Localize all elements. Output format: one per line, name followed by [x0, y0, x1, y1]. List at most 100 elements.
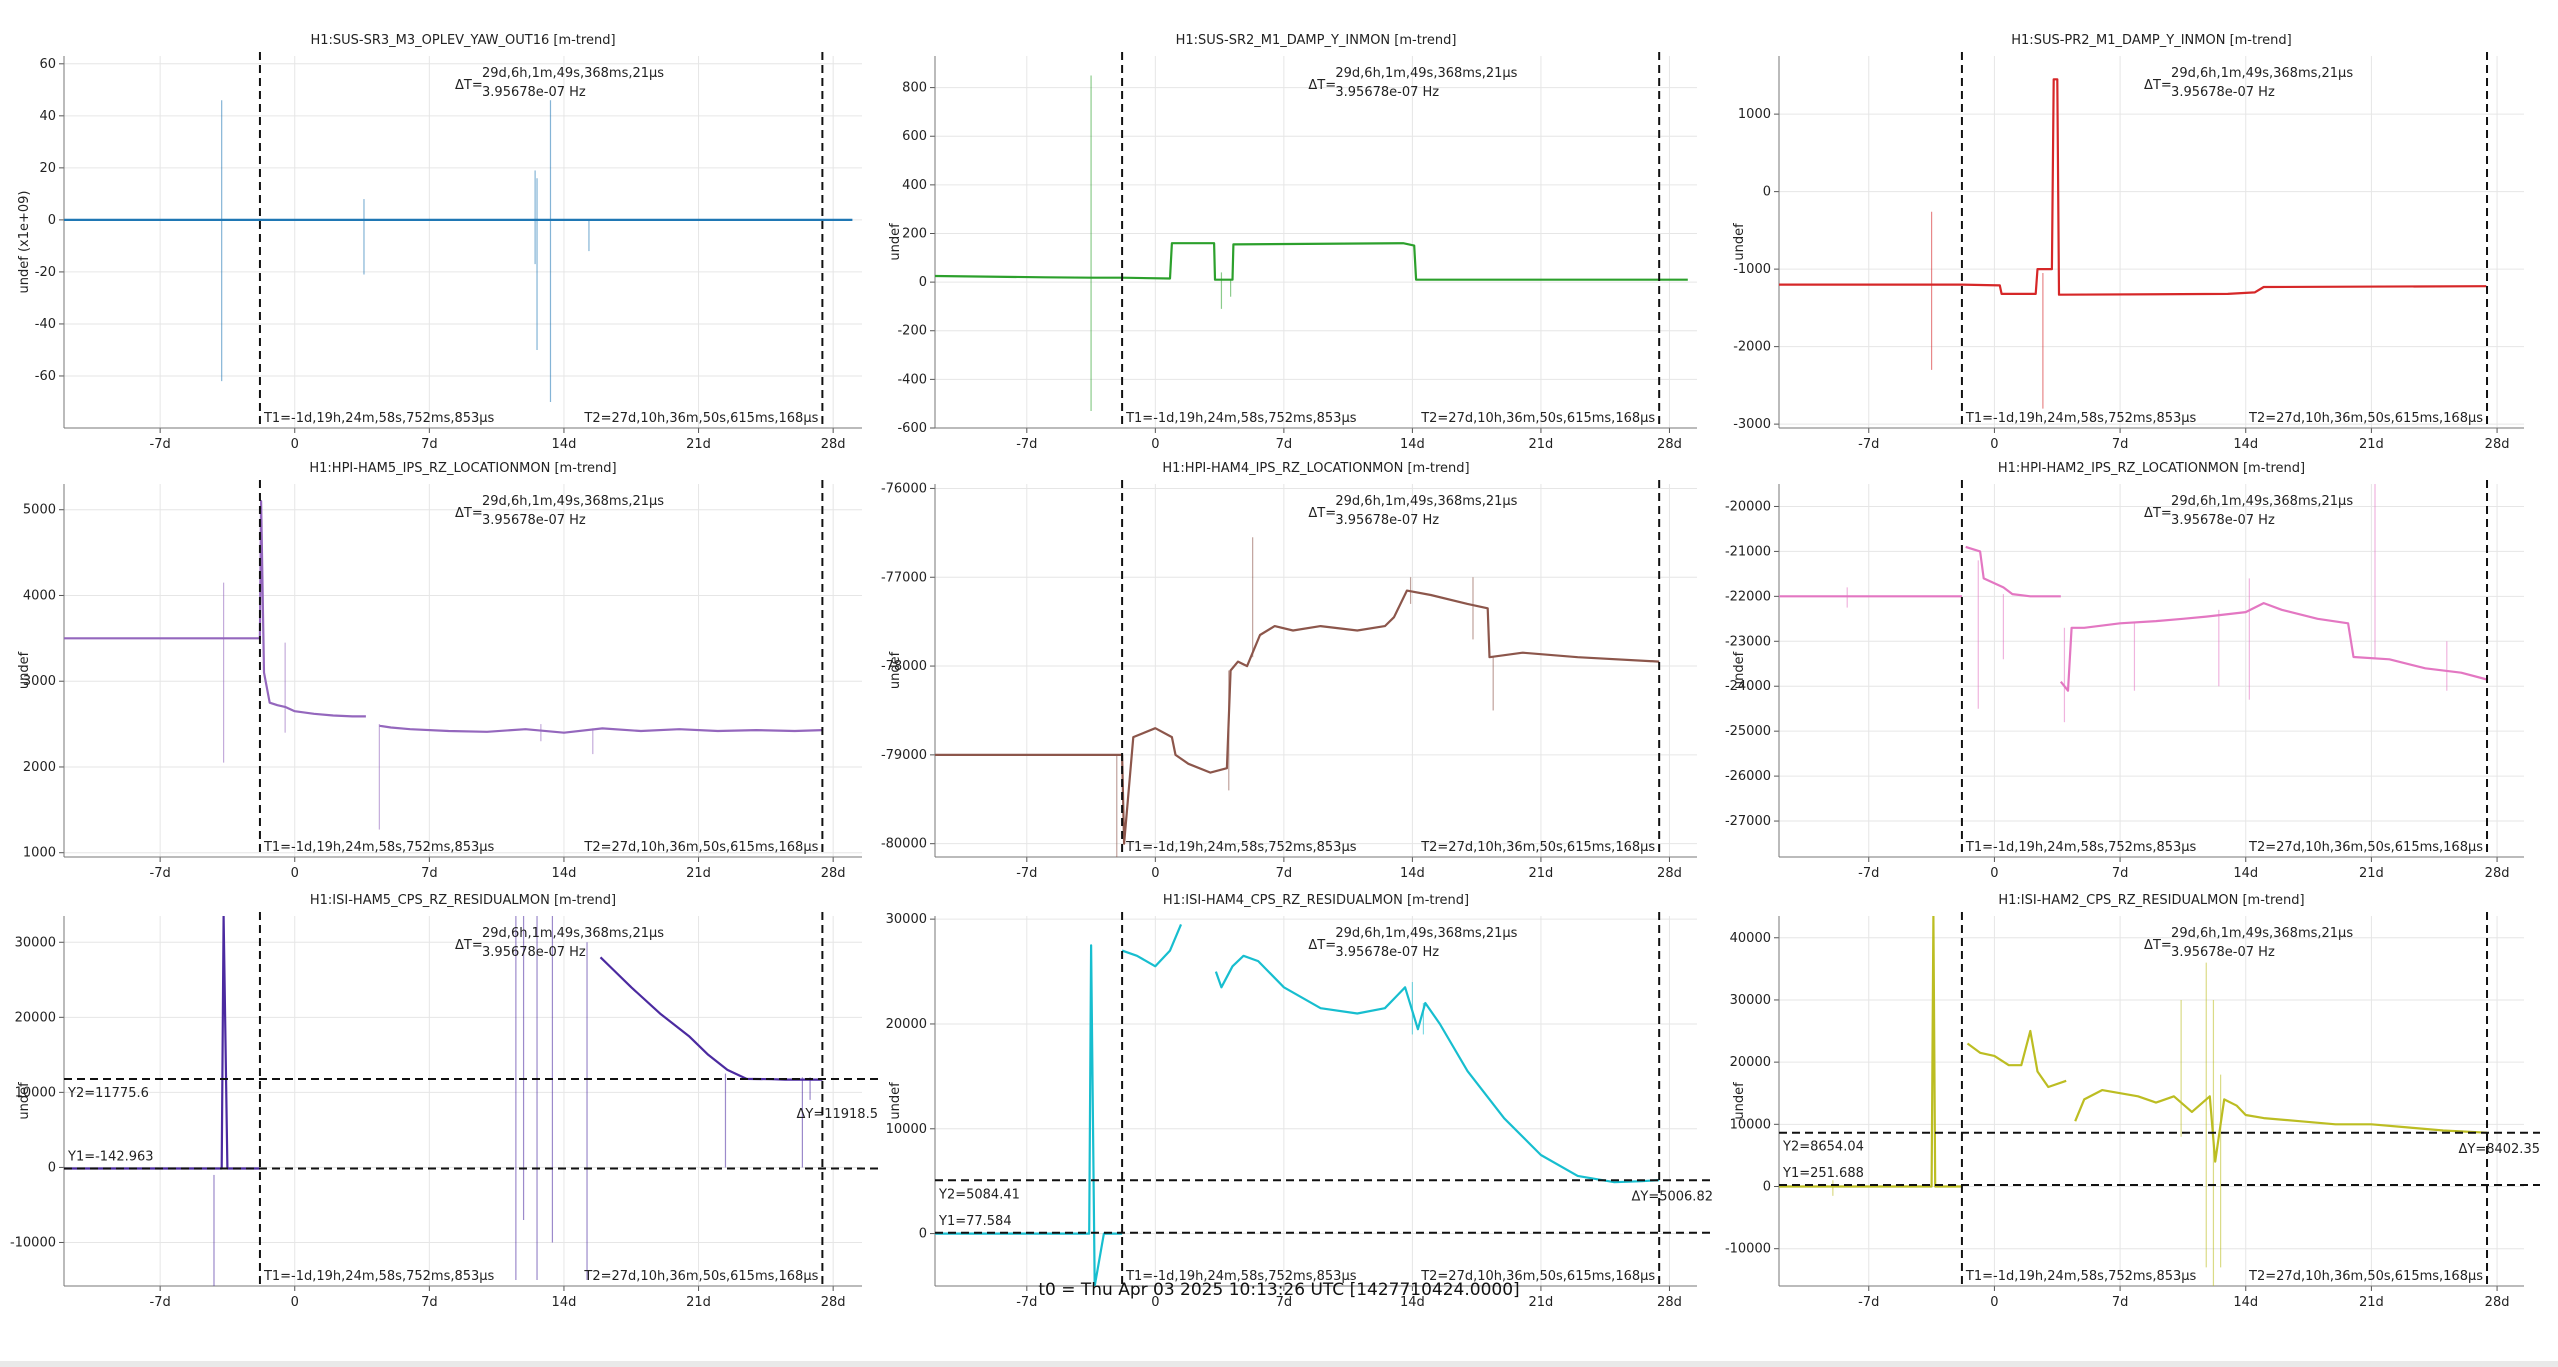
y-tick-label: -24000	[1725, 679, 1771, 694]
series-line	[935, 944, 1123, 1286]
series-line	[379, 724, 823, 734]
x-tick-label: 0	[1990, 866, 1998, 881]
y-tick-label: -21000	[1725, 544, 1771, 559]
y-axis-label: undef	[1732, 223, 1747, 261]
plot-title: H1:HPI-HAM5_IPS_RZ_LOCATIONMON [m-trend]	[309, 461, 616, 476]
delta-t-value: 29d,6h,1m,49s,368ms,21μs	[482, 66, 664, 81]
y-tick-label: -79000	[881, 748, 927, 763]
delta-t-label: ΔT=	[1308, 938, 1336, 953]
y-tick-label: -60	[35, 369, 56, 384]
series-line	[64, 500, 366, 718]
y-tick-label: 20000	[1730, 1055, 1771, 1070]
y-tick-label: -23000	[1725, 634, 1771, 649]
x-tick-label: 14d	[1400, 866, 1425, 881]
y1-label: Y1=77.584	[938, 1214, 1012, 1229]
y-tick-label: 800	[902, 81, 927, 96]
x-tick-label: -7d	[1858, 1295, 1879, 1310]
y-tick-label: -600	[897, 421, 927, 436]
delta-f-value: 3.95678e-07 Hz	[2171, 945, 2275, 960]
x-tick-label: 14d	[1400, 437, 1425, 452]
plot-area	[1779, 484, 2488, 723]
t2-label: T2=27d,10h,36m,50s,615ms,168μs	[2248, 1269, 2483, 1284]
delta-t-value: 29d,6h,1m,49s,368ms,21μs	[1335, 66, 1517, 81]
plot-title: H1:ISI-HAM5_CPS_RZ_RESIDUALMON [m-trend]	[310, 893, 616, 908]
delta-t-value: 29d,6h,1m,49s,368ms,21μs	[1335, 494, 1517, 509]
delta-t-label: ΔT=	[455, 506, 483, 521]
plot-area	[1779, 916, 2488, 1286]
x-tick-label: 14d	[552, 437, 577, 452]
t2-label: T2=27d,10h,36m,50s,615ms,168μs	[2248, 840, 2483, 855]
series-line	[1965, 545, 2061, 598]
x-tick-label: 21d	[2359, 437, 2384, 452]
series-line	[2074, 1088, 2488, 1163]
y-tick-label: 0	[48, 213, 56, 228]
x-tick-label: 28d	[1657, 437, 1682, 452]
y2-label: Y2=5084.41	[938, 1187, 1020, 1202]
x-tick-label: 21d	[2359, 866, 2384, 881]
series-line	[1121, 923, 1183, 968]
y-tick-label: 10000	[886, 1122, 927, 1137]
delta-y-label: ΔY=11918.5	[797, 1107, 879, 1122]
panel-3: H1:SUS-PR2_M1_DAMP_Y_INMON [m-trend] unde…	[1732, 33, 2524, 452]
y-tick-label: -3000	[1733, 417, 1771, 432]
t2-label: T2=27d,10h,36m,50s,615ms,168μs	[1420, 1269, 1655, 1284]
t2-label: T2=27d,10h,36m,50s,615ms,168μs	[1420, 840, 1655, 855]
y-tick-label: -2000	[1733, 340, 1771, 355]
plot-title: H1:HPI-HAM2_IPS_RZ_LOCATIONMON [m-trend]	[1998, 461, 2305, 476]
t1-label: T1=-1d,19h,24m,58s,752ms,853μs	[1965, 1269, 2197, 1284]
plot-title: H1:ISI-HAM2_CPS_RZ_RESIDUALMON [m-trend]	[1998, 893, 2304, 908]
y-tick-label: -20	[35, 265, 56, 280]
series-line	[1966, 1029, 2067, 1089]
t2-label: T2=27d,10h,36m,50s,615ms,168μs	[583, 411, 818, 426]
y-tick-label: 400	[902, 178, 927, 193]
delta-t-label: ΔT=	[1308, 506, 1336, 521]
panel-1: H1:SUS-SR3_M3_OPLEV_YAW_OUT16 [m-trend] u…	[17, 33, 862, 452]
delta-t-label: ΔT=	[1308, 78, 1336, 93]
x-tick-label: 28d	[1657, 866, 1682, 881]
delta-f-value: 3.95678e-07 Hz	[482, 513, 586, 528]
y2-label: Y2=11775.6	[67, 1086, 149, 1101]
t1-label: T1=-1d,19h,24m,58s,752ms,853μs	[1125, 1269, 1357, 1284]
x-tick-label: 7d	[2112, 1295, 2129, 1310]
y-tick-label: 10000	[1730, 1117, 1771, 1132]
y-axis-label: undef	[888, 651, 903, 689]
y-tick-label: 40000	[1730, 931, 1771, 946]
y-axis-label: undef	[888, 223, 903, 261]
x-tick-label: 21d	[686, 437, 711, 452]
y-tick-label: 30000	[886, 912, 927, 927]
delta-t-value: 29d,6h,1m,49s,368ms,21μs	[2171, 66, 2353, 81]
x-tick-label: 7d	[421, 437, 438, 452]
x-tick-label: -7d	[150, 1295, 171, 1310]
y-tick-label: -40	[35, 317, 56, 332]
series-line	[64, 916, 260, 1170]
delta-f-value: 3.95678e-07 Hz	[482, 945, 586, 960]
plot-area	[64, 916, 823, 1286]
x-tick-label: 14d	[552, 866, 577, 881]
series-line	[2059, 601, 2488, 692]
y-tick-label: -200	[897, 324, 927, 339]
y-tick-label: 2000	[23, 760, 56, 775]
t2-label: T2=27d,10h,36m,50s,615ms,168μs	[583, 840, 818, 855]
panel-6: H1:HPI-HAM2_IPS_RZ_LOCATIONMON [m-trend]…	[1725, 461, 2524, 881]
x-tick-label: 28d	[821, 866, 846, 881]
x-tick-label: 28d	[1657, 1295, 1682, 1310]
y-axis-label: undef	[1732, 651, 1747, 689]
y-tick-label: 4000	[23, 588, 56, 603]
x-tick-label: -7d	[150, 866, 171, 881]
delta-y-label: ΔY=5006.82	[1632, 1190, 1714, 1205]
x-tick-label: 14d	[552, 1295, 577, 1310]
series-line	[1779, 916, 1962, 1188]
x-tick-label: 7d	[421, 866, 438, 881]
x-tick-label: 7d	[2112, 866, 2129, 881]
t1-label: T1=-1d,19h,24m,58s,752ms,853μs	[263, 411, 495, 426]
y1-label: Y1=251.688	[1782, 1166, 1864, 1181]
plot-area	[935, 75, 1688, 411]
x-tick-label: -7d	[1858, 866, 1879, 881]
x-tick-label: -7d	[1016, 866, 1037, 881]
y-tick-label: 10000	[15, 1085, 56, 1100]
panel-4: H1:HPI-HAM5_IPS_RZ_LOCATIONMON [m-trend]…	[17, 461, 862, 881]
t2-label: T2=27d,10h,36m,50s,615ms,168μs	[1420, 411, 1655, 426]
y-tick-label: 40	[39, 109, 56, 124]
y-tick-label: -78000	[881, 659, 927, 674]
